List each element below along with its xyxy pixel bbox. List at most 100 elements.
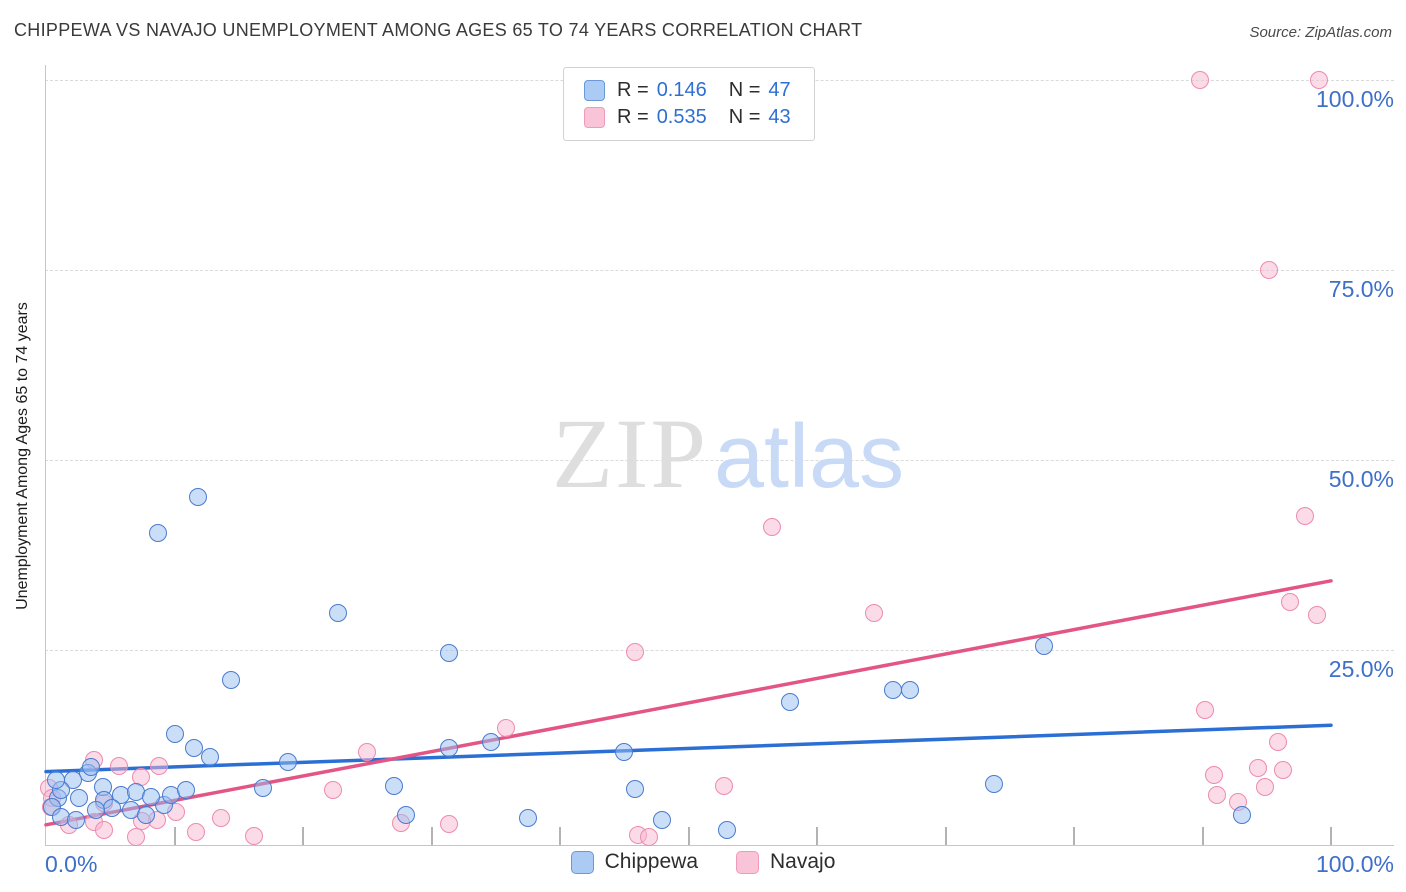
data-point-navajo	[1269, 732, 1288, 751]
y-gridline-75	[45, 270, 1394, 271]
data-point-chippewa	[900, 681, 919, 700]
data-point-chippewa	[781, 692, 799, 711]
series-legend: Chippewa Navajo	[0, 850, 1406, 874]
x-tick-100	[1330, 827, 1332, 845]
data-point-chippewa	[440, 739, 459, 758]
data-point-chippewa	[396, 805, 415, 824]
data-point-navajo	[94, 821, 113, 840]
data-point-chippewa	[47, 770, 66, 789]
data-point-navajo	[245, 827, 264, 846]
data-point-chippewa	[188, 488, 207, 507]
data-point-navajo	[150, 757, 169, 776]
x-tick-20	[302, 827, 304, 845]
trend-line-layer	[44, 579, 1333, 827]
chippewa-swatch-icon	[584, 80, 605, 101]
data-point-chippewa	[177, 780, 196, 799]
data-point-chippewa	[518, 808, 537, 827]
r-label: R =	[617, 79, 649, 101]
x-tick-60	[816, 827, 818, 845]
n-value-navajo: 43	[768, 106, 791, 128]
legend-item-chippewa: Chippewa	[570, 850, 699, 874]
data-point-chippewa	[652, 811, 671, 830]
data-point-navajo	[323, 780, 342, 799]
data-point-navajo	[1256, 777, 1275, 796]
data-point-navajo	[763, 517, 782, 536]
data-point-chippewa	[148, 523, 167, 542]
data-point-navajo	[1296, 507, 1315, 526]
data-point-chippewa	[625, 780, 644, 799]
x-tick-10	[173, 827, 176, 845]
legend-label-navajo: Navajo	[770, 850, 836, 873]
y-gridline-50	[45, 460, 1394, 461]
x-tick-80	[1073, 827, 1075, 845]
data-point-chippewa	[102, 799, 121, 818]
x-axis-max-label: 100.0%	[1315, 851, 1394, 877]
r-label: R =	[617, 106, 649, 128]
data-point-chippewa	[1233, 805, 1252, 824]
data-point-chippewa	[254, 779, 273, 798]
chippewa-swatch-icon	[570, 850, 594, 874]
data-point-navajo	[497, 719, 516, 738]
data-point-chippewa	[328, 603, 347, 622]
data-point-navajo	[1307, 606, 1326, 625]
data-point-navajo	[1274, 761, 1293, 780]
y-axis-title: Unemployment Among Ages 65 to 74 years	[14, 302, 31, 610]
correlation-legend-box: R = 0.146 N = 47 R = 0.535 N = 43	[563, 67, 815, 141]
x-axis-line	[45, 845, 1394, 846]
data-point-chippewa	[481, 732, 500, 751]
data-point-chippewa	[883, 681, 902, 700]
navajo-swatch-icon	[736, 850, 760, 874]
x-tick-90	[1201, 827, 1204, 845]
trend-line-navajo	[44, 579, 1333, 827]
data-point-chippewa	[615, 742, 634, 761]
data-point-navajo	[1280, 593, 1299, 612]
data-point-chippewa	[70, 789, 89, 808]
data-point-navajo	[864, 603, 883, 622]
n-label: N =	[728, 106, 761, 128]
data-point-chippewa	[87, 801, 106, 820]
data-point-chippewa	[184, 739, 203, 758]
data-point-navajo	[110, 757, 129, 776]
y-tick-label-50: 50.0%	[1328, 466, 1394, 492]
data-point-navajo	[715, 777, 734, 796]
legend-row-chippewa: R = 0.146 N = 47	[584, 77, 814, 104]
data-point-chippewa	[222, 670, 241, 689]
x-tick-40	[559, 827, 561, 845]
data-point-navajo	[1196, 701, 1215, 720]
page-title: CHIPPEWA VS NAVAJO UNEMPLOYMENT AMONG AG…	[14, 20, 863, 40]
data-point-chippewa	[718, 821, 737, 840]
data-point-chippewa	[81, 758, 100, 777]
legend-row-navajo: R = 0.535 N = 43	[584, 104, 814, 131]
plot-area	[39, 65, 1333, 846]
r-value-chippewa: 0.146	[656, 79, 707, 101]
data-point-navajo	[358, 742, 377, 761]
legend-label-chippewa: Chippewa	[604, 850, 699, 873]
data-point-navajo	[1248, 758, 1267, 777]
x-tick-50	[687, 827, 690, 845]
data-point-navajo	[211, 808, 230, 827]
data-point-chippewa	[137, 805, 156, 824]
data-point-navajo	[1260, 261, 1279, 279]
data-point-chippewa	[142, 787, 161, 806]
data-point-navajo	[187, 822, 206, 841]
x-tick-30	[430, 827, 433, 845]
y-tick-label-75: 75.0%	[1328, 276, 1394, 302]
data-point-navajo	[1190, 71, 1209, 89]
r-value-navajo: 0.535	[656, 106, 707, 128]
data-point-navajo	[126, 827, 145, 846]
data-point-navajo	[440, 815, 459, 834]
data-point-chippewa	[985, 774, 1004, 793]
y-tick-label-100: 100.0%	[1315, 86, 1394, 112]
x-tick-70	[944, 827, 947, 845]
navajo-swatch-icon	[584, 107, 605, 128]
data-point-chippewa	[385, 777, 404, 796]
x-axis-min-label: 0.0%	[45, 851, 98, 877]
data-point-navajo	[625, 643, 644, 662]
data-point-navajo	[1205, 765, 1224, 784]
data-point-navajo	[1310, 71, 1329, 89]
data-point-chippewa	[1035, 637, 1054, 656]
y-tick-label-25: 25.0%	[1328, 656, 1394, 682]
data-point-chippewa	[165, 725, 184, 744]
data-point-chippewa	[66, 811, 85, 830]
n-label: N =	[728, 79, 761, 101]
